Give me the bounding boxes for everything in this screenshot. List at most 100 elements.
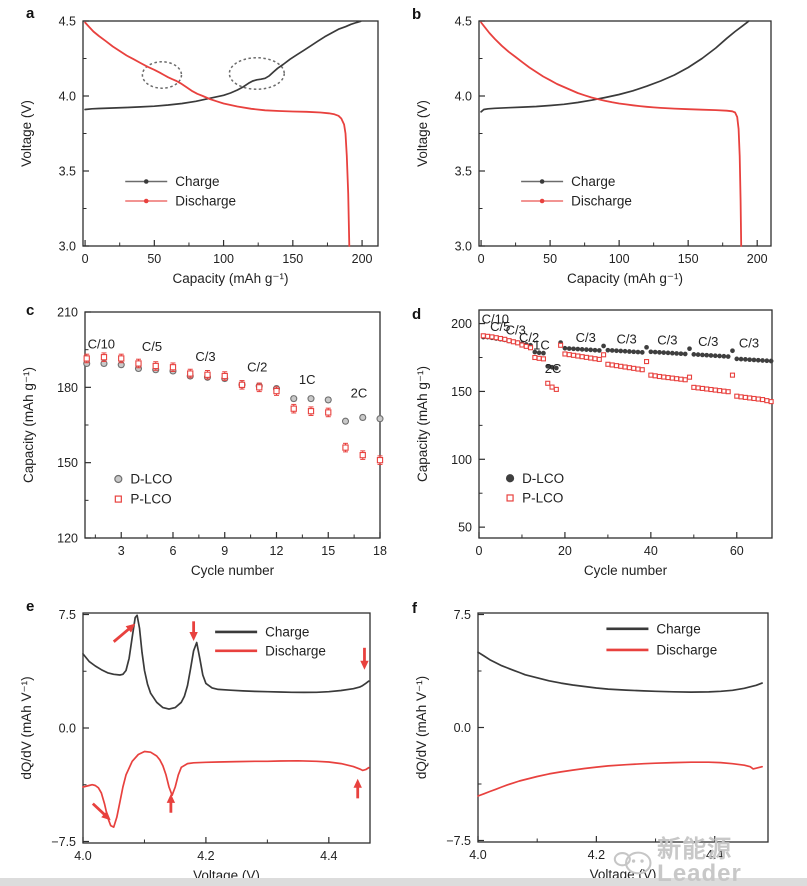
annotation-arrow <box>360 647 369 670</box>
x-axis-label: Capacity (mAh g⁻¹) <box>567 271 683 286</box>
panel-label-c: c <box>26 302 35 319</box>
svg-text:3: 3 <box>118 544 125 558</box>
svg-text:7.5: 7.5 <box>454 608 471 622</box>
svg-text:200: 200 <box>352 252 373 266</box>
svg-text:0: 0 <box>476 544 483 558</box>
x-axis-label: Cycle number <box>191 563 275 578</box>
legend-label-p-lco: P-LCO <box>522 490 563 505</box>
legend-label-charge: Charge <box>656 621 700 636</box>
legend: D-LCO P-LCO <box>505 471 564 505</box>
plot-box <box>82 20 379 247</box>
svg-text:4.2: 4.2 <box>197 849 214 863</box>
svg-text:0.0: 0.0 <box>454 721 471 735</box>
svg-text:4.4: 4.4 <box>320 849 337 863</box>
svg-text:−7.5: −7.5 <box>446 834 471 848</box>
annotation-texts: C/10 C/5 C/3 C/2 1C 2C <box>88 336 368 400</box>
annotation-arrow <box>91 802 111 821</box>
y-axis-label: dQ/dV (mAh V⁻¹) <box>414 676 429 779</box>
plot-box <box>84 311 381 539</box>
svg-text:C/10: C/10 <box>88 336 115 351</box>
svg-text:12: 12 <box>270 544 284 558</box>
axis-ticks: 0 20 40 60 50 100 150 200 <box>451 317 744 558</box>
svg-text:0.0: 0.0 <box>59 722 76 736</box>
svg-text:4.0: 4.0 <box>455 90 472 104</box>
svg-text:40: 40 <box>644 544 658 558</box>
svg-text:120: 120 <box>57 532 78 546</box>
axis-ticks: 4.0 4.2 4.4 7.5 0.0 −7.5 <box>51 608 337 863</box>
svg-text:C/5: C/5 <box>490 319 510 334</box>
highlight-ellipse <box>141 61 183 89</box>
annotation-arrow <box>353 778 362 799</box>
svg-text:180: 180 <box>57 381 78 395</box>
svg-text:3.0: 3.0 <box>455 240 472 254</box>
legend-label-p-lco: P-LCO <box>130 492 171 507</box>
y-axis-label: dQ/dV (mAh V⁻¹) <box>19 676 34 779</box>
panel-c: c 3 6 9 12 15 18 120 150 180 210 Cycle number Capac… <box>0 292 400 586</box>
series-charge <box>82 614 370 710</box>
svg-text:C/3: C/3 <box>506 322 526 337</box>
svg-text:4.0: 4.0 <box>59 90 76 104</box>
svg-text:4.5: 4.5 <box>455 15 472 29</box>
svg-text:4.0: 4.0 <box>469 848 486 862</box>
svg-text:150: 150 <box>678 252 699 266</box>
plot-box <box>478 309 773 539</box>
svg-text:C/3: C/3 <box>739 335 759 350</box>
legend-label-discharge: Discharge <box>656 642 717 657</box>
svg-text:150: 150 <box>57 456 78 470</box>
svg-text:1C: 1C <box>299 372 316 387</box>
axis-ticks: 3 6 9 12 15 18 120 150 180 210 <box>57 306 387 559</box>
bottom-bar <box>0 878 807 886</box>
svg-text:2C: 2C <box>545 361 562 376</box>
svg-text:100: 100 <box>609 252 630 266</box>
svg-text:0: 0 <box>478 252 485 266</box>
svg-text:100: 100 <box>213 252 234 266</box>
svg-text:4.4: 4.4 <box>706 848 723 862</box>
plot-box <box>82 612 371 844</box>
panel-label-e: e <box>26 598 35 615</box>
svg-text:7.5: 7.5 <box>59 608 76 622</box>
series-discharge <box>84 21 351 247</box>
panel-e: e 4.0 4.2 4.4 7.5 0.0 −7.5 Voltage (V) dQ/dV (m… <box>0 586 400 886</box>
svg-text:C/3: C/3 <box>576 330 596 345</box>
panel-b: b 0 50 100 150 200 3.0 3.5 4.0 4.5 Capacity (mAh … <box>400 0 807 292</box>
x-axis-label: Cycle number <box>584 563 668 578</box>
y-axis-label: Voltage (V) <box>19 100 34 167</box>
legend-label-discharge: Discharge <box>175 194 236 209</box>
svg-text:C/3: C/3 <box>657 333 677 348</box>
y-axis-label: Capacity (mAh g⁻¹) <box>21 367 36 483</box>
svg-text:210: 210 <box>57 306 78 320</box>
legend-label-charge: Charge <box>175 174 219 189</box>
svg-text:50: 50 <box>458 521 472 535</box>
panel-label-d: d <box>412 306 422 323</box>
svg-text:4.5: 4.5 <box>59 15 76 29</box>
svg-text:1C: 1C <box>533 337 550 352</box>
legend: D-LCO P-LCO <box>114 471 172 507</box>
svg-text:20: 20 <box>558 544 572 558</box>
annotation-arrow <box>166 793 176 813</box>
svg-text:C/2: C/2 <box>247 360 267 375</box>
plot-box <box>477 612 769 843</box>
svg-text:C/3: C/3 <box>195 349 215 364</box>
svg-text:200: 200 <box>451 317 472 331</box>
svg-text:2C: 2C <box>351 385 368 400</box>
axis-ticks: 4.0 4.2 4.4 7.5 0.0 −7.5 <box>446 608 723 862</box>
svg-text:4.2: 4.2 <box>588 848 605 862</box>
series-discharge <box>82 750 370 828</box>
y-axis-label: Capacity (mAh g⁻¹) <box>415 366 430 482</box>
panel-a: a 0 50 100 150 200 3.0 3.5 4.0 4.5 Capacity (mAh … <box>0 0 400 292</box>
x-axis-label: Capacity (mAh g⁻¹) <box>173 271 289 286</box>
svg-text:50: 50 <box>147 252 161 266</box>
legend: Charge Discharge <box>521 174 632 209</box>
series-d-lco <box>83 359 384 425</box>
chart-cycling-long: 0 20 40 60 50 100 150 200 Cycle number Capacity (… <box>415 309 774 578</box>
panel-label-a: a <box>26 5 35 22</box>
svg-text:−7.5: −7.5 <box>51 835 76 849</box>
legend-label-d-lco: D-LCO <box>522 471 564 486</box>
panel-label-b: b <box>412 6 422 23</box>
panel-f: f 4.0 4.2 4.4 7.5 0.0 −7.5 Voltage (V) dQ/dV (m… <box>400 586 807 886</box>
axis-ticks: 0 50 100 150 200 3.0 3.5 4.0 4.5 <box>59 15 373 267</box>
series-charge <box>480 20 750 113</box>
